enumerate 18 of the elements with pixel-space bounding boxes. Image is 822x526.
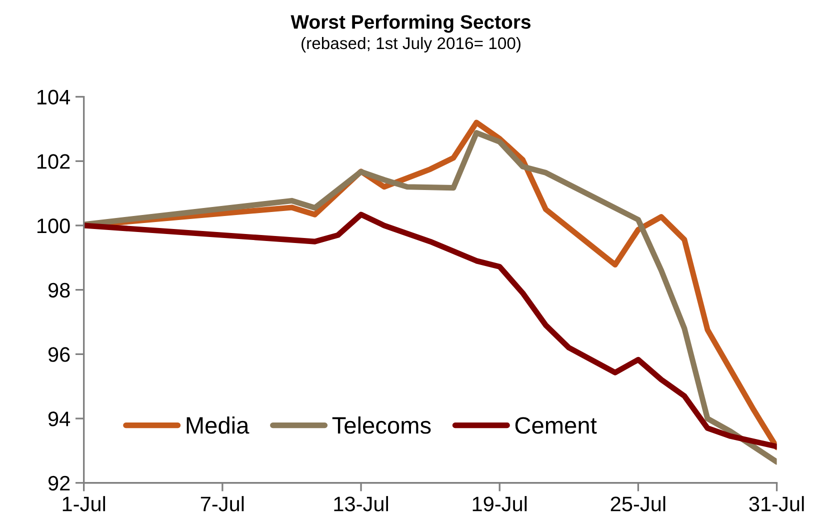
- chart-title: Worst Performing Sectors: [290, 14, 531, 33]
- y-tick-label: 100: [37, 218, 70, 234]
- y-tick-label: 98: [48, 282, 70, 298]
- chart-subtitle: (rebased; 1st July 2016= 100): [302, 36, 520, 52]
- y-tick-label: 94: [48, 412, 70, 426]
- y-tick-label: 92: [48, 476, 70, 491]
- legend-label: Telecoms: [332, 416, 431, 434]
- x-tick-label: 19-Jul: [472, 496, 527, 512]
- legend-label: Cement: [515, 417, 597, 434]
- x-tick-label: 7-Jul: [200, 496, 244, 512]
- y-tick-label: 96: [48, 347, 70, 362]
- x-tick-label: 1-Jul: [62, 496, 106, 512]
- y-tick-label: 102: [37, 154, 70, 169]
- x-tick-label: 13-Jul: [334, 496, 388, 512]
- legend-label: Media: [186, 416, 250, 434]
- y-tick-label: 104: [37, 90, 70, 105]
- x-tick-label: 25-Jul: [610, 496, 666, 512]
- x-tick-label: 31-Jul: [749, 496, 804, 512]
